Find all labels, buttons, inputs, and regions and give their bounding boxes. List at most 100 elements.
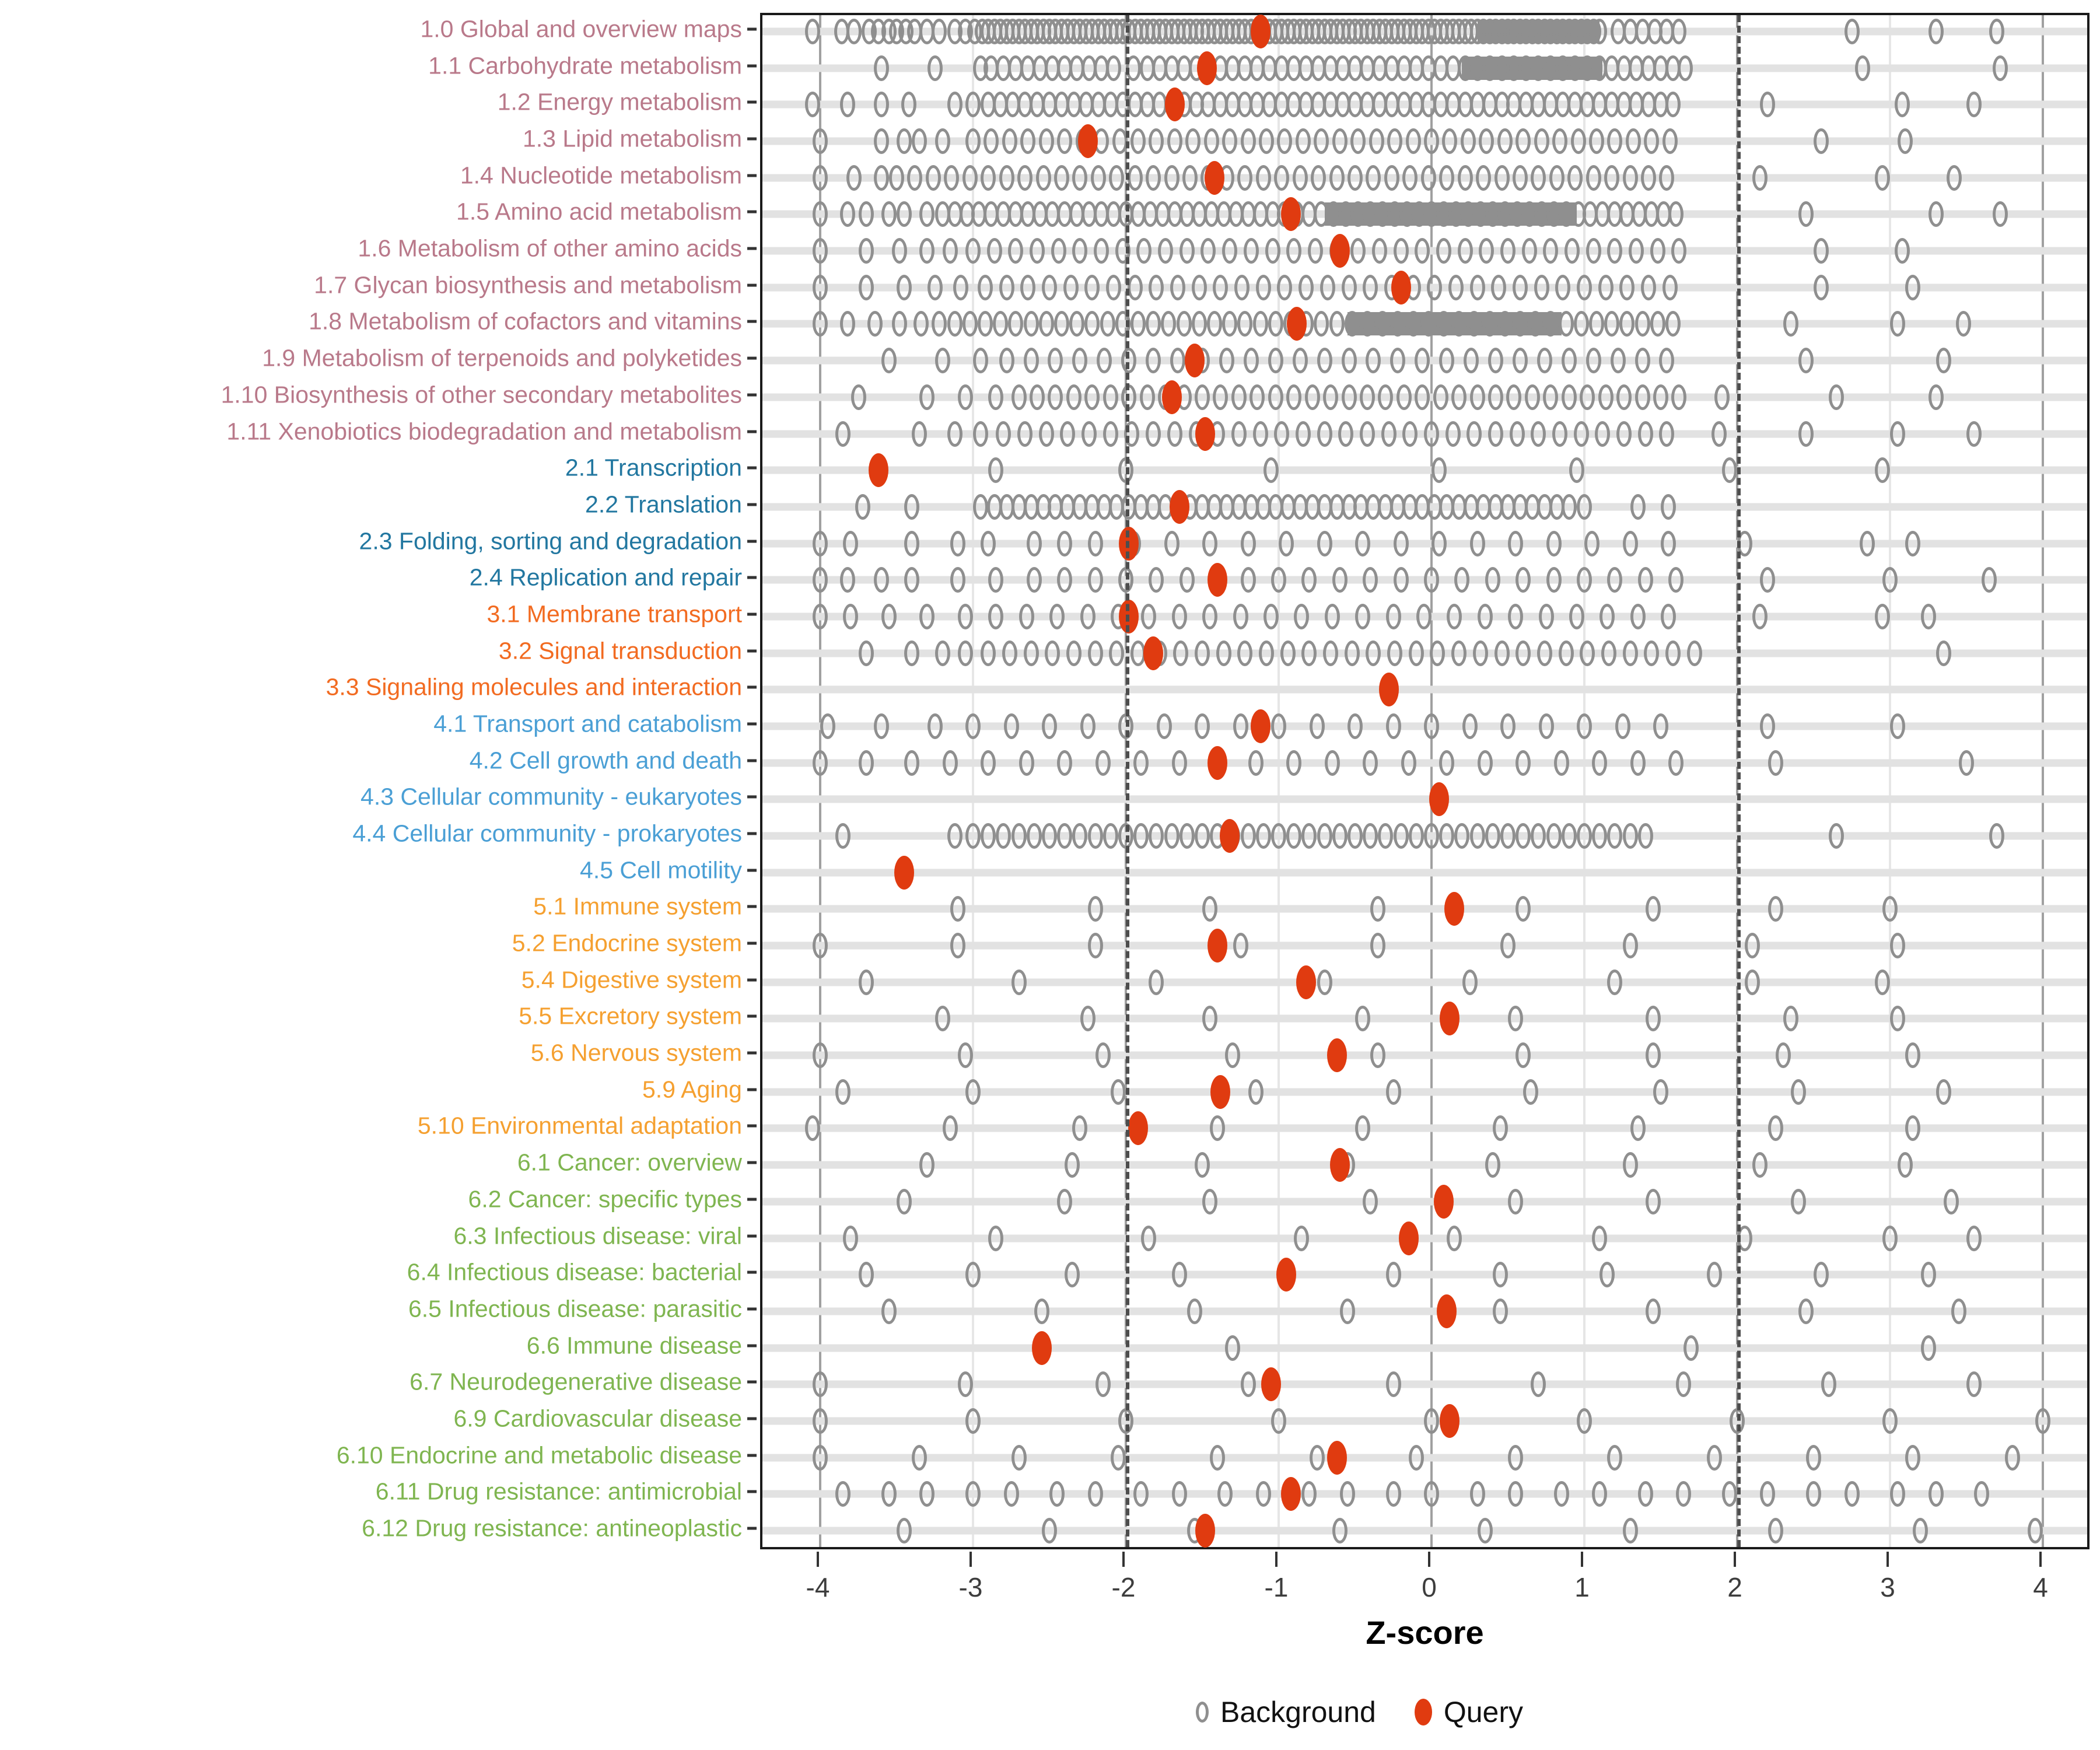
background-point: [1385, 1262, 1401, 1288]
background-point: [1553, 750, 1569, 776]
query-point[interactable]: [1204, 160, 1224, 195]
query-point[interactable]: [1195, 416, 1216, 451]
query-point[interactable]: [1280, 197, 1301, 232]
background-point: [1307, 238, 1323, 264]
legend-item-query[interactable]: Query: [1414, 1695, 1523, 1729]
background-point: [1002, 640, 1017, 666]
query-point[interactable]: [1280, 1477, 1301, 1511]
background-point: [1558, 640, 1574, 666]
query-point[interactable]: [1164, 88, 1185, 122]
background-point: [1469, 274, 1485, 300]
query-point[interactable]: [1220, 819, 1240, 853]
query-point[interactable]: [1433, 1184, 1454, 1219]
background-point: [1844, 1481, 1860, 1507]
query-point[interactable]: [1143, 636, 1164, 670]
query-point[interactable]: [1250, 709, 1270, 743]
query-point[interactable]: [1429, 782, 1450, 817]
background-point: [1019, 603, 1034, 629]
query-point[interactable]: [1287, 307, 1307, 341]
background-point: [1661, 603, 1676, 629]
background-point: [1248, 1079, 1264, 1105]
query-point[interactable]: [1031, 1331, 1052, 1365]
query-point[interactable]: [894, 855, 915, 890]
query-point[interactable]: [1276, 1258, 1297, 1292]
background-point: [1721, 1481, 1737, 1507]
query-point[interactable]: [1261, 1367, 1281, 1402]
query-point[interactable]: [1326, 1440, 1347, 1475]
background-point: [1057, 1188, 1073, 1214]
background-point: [1622, 1518, 1638, 1544]
legend-item-background[interactable]: Background: [1196, 1695, 1376, 1729]
background-point: [1641, 164, 1657, 191]
background-point: [1240, 1371, 1256, 1398]
background-point: [1604, 164, 1620, 191]
query-point[interactable]: [1195, 1514, 1216, 1548]
query-point[interactable]: [1440, 1404, 1460, 1438]
background-point: [1546, 530, 1562, 556]
background-point: [977, 311, 993, 337]
background-point: [1645, 1042, 1661, 1069]
query-point[interactable]: [1250, 15, 1270, 48]
background-point: [1469, 1481, 1485, 1507]
background-point: [1462, 713, 1478, 739]
y-axis-tick: [747, 503, 757, 506]
background-point: [1087, 823, 1103, 849]
y-axis-tick: [747, 174, 757, 177]
background-point: [1561, 384, 1577, 410]
query-point[interactable]: [1437, 1294, 1457, 1328]
background-point: [1622, 933, 1638, 959]
background-point: [1706, 1262, 1722, 1288]
query-point[interactable]: [868, 453, 888, 488]
query-point[interactable]: [1440, 1002, 1460, 1036]
background-point: [1516, 823, 1531, 849]
background-point: [1451, 640, 1467, 666]
y-axis-tick: [747, 1234, 757, 1238]
background-point: [1268, 311, 1283, 337]
background-point: [1408, 640, 1424, 666]
background-point: [904, 530, 920, 556]
background-point: [1955, 311, 1971, 337]
background-point: [1072, 1115, 1088, 1142]
background-point: [1882, 1408, 1898, 1434]
query-point[interactable]: [1169, 489, 1189, 524]
background-point: [1195, 823, 1210, 849]
query-point[interactable]: [1161, 380, 1182, 414]
background-point: [1650, 311, 1665, 337]
query-point[interactable]: [1208, 563, 1228, 597]
query-point[interactable]: [1444, 892, 1465, 926]
query-point[interactable]: [1128, 1111, 1148, 1146]
background-point: [1277, 274, 1293, 300]
background-point: [1806, 1481, 1821, 1507]
query-point[interactable]: [1398, 1221, 1419, 1255]
background-point: [1359, 311, 1375, 337]
query-point[interactable]: [1077, 124, 1098, 159]
background-point: [1158, 238, 1174, 264]
query-point[interactable]: [1208, 929, 1228, 963]
background-point: [965, 1079, 981, 1105]
background-point: [1038, 128, 1054, 155]
background-point: [1240, 567, 1256, 593]
query-point[interactable]: [1391, 270, 1411, 304]
background-point: [1097, 348, 1112, 374]
x-axis-tick: [1734, 1552, 1736, 1567]
background-point: [1387, 128, 1403, 155]
background-point: [1592, 1225, 1608, 1251]
query-point[interactable]: [1296, 965, 1317, 999]
background-point: [1607, 238, 1623, 264]
query-point[interactable]: [1208, 746, 1228, 780]
background-point: [1448, 274, 1464, 300]
background-point: [1393, 238, 1409, 264]
query-point[interactable]: [1329, 234, 1350, 268]
y-axis-tick: [747, 1088, 757, 1091]
query-point[interactable]: [1210, 1074, 1231, 1109]
query-point[interactable]: [1326, 1038, 1347, 1073]
y-axis-label-1-7: 1.7 Glycan biosynthesis and metabolism: [314, 271, 742, 299]
query-point[interactable]: [1196, 51, 1217, 85]
background-point: [1066, 640, 1082, 666]
category-row-band: [762, 1051, 2087, 1059]
query-point[interactable]: [1378, 673, 1399, 707]
background-point: [1263, 603, 1279, 629]
background-point: [1625, 128, 1641, 155]
query-point[interactable]: [1329, 1148, 1350, 1182]
query-point[interactable]: [1184, 344, 1205, 378]
